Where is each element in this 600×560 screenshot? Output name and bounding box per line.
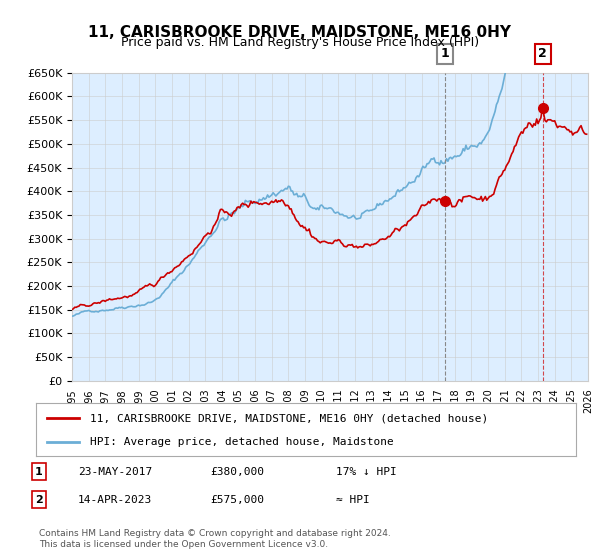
Text: ≈ HPI: ≈ HPI [336, 494, 370, 505]
Text: 11, CARISBROOKE DRIVE, MAIDSTONE, ME16 0HY (detached house): 11, CARISBROOKE DRIVE, MAIDSTONE, ME16 0… [90, 413, 488, 423]
Text: 17% ↓ HPI: 17% ↓ HPI [336, 466, 397, 477]
Text: 2: 2 [538, 48, 547, 60]
Text: Contains HM Land Registry data © Crown copyright and database right 2024.
This d: Contains HM Land Registry data © Crown c… [39, 529, 391, 549]
Text: £575,000: £575,000 [210, 494, 264, 505]
Text: £380,000: £380,000 [210, 466, 264, 477]
Text: 2: 2 [35, 494, 43, 505]
Text: 11, CARISBROOKE DRIVE, MAIDSTONE, ME16 0HY: 11, CARISBROOKE DRIVE, MAIDSTONE, ME16 0… [89, 25, 511, 40]
Text: 23-MAY-2017: 23-MAY-2017 [78, 466, 152, 477]
Text: 14-APR-2023: 14-APR-2023 [78, 494, 152, 505]
Text: 1: 1 [35, 466, 43, 477]
Text: Price paid vs. HM Land Registry's House Price Index (HPI): Price paid vs. HM Land Registry's House … [121, 36, 479, 49]
Text: HPI: Average price, detached house, Maidstone: HPI: Average price, detached house, Maid… [90, 436, 394, 446]
Text: 1: 1 [440, 48, 449, 60]
